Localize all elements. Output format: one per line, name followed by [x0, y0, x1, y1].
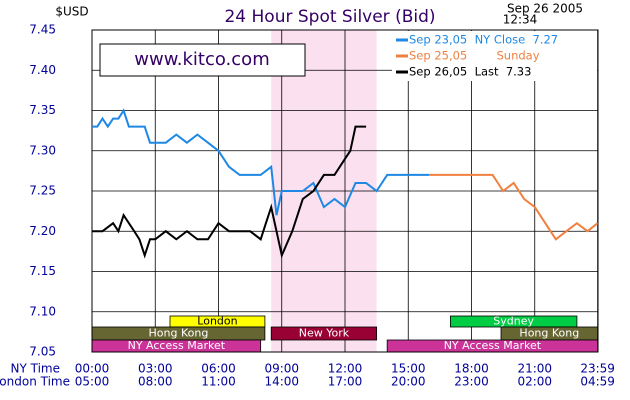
session-label: Hong Kong: [519, 327, 579, 340]
session-label: NY Access Market: [128, 339, 226, 352]
x-tick-label: 06:00: [201, 362, 236, 376]
price-line: [92, 108, 430, 216]
y-tick-label: 7.15: [29, 264, 56, 278]
session-label: Sydney: [493, 315, 534, 328]
x2-tick-label: 17:00: [328, 375, 363, 389]
x2-tick-label: 20:00: [391, 375, 426, 389]
y-tick-label: 7.30: [29, 143, 56, 157]
session-bar: [270, 326, 378, 341]
y-tick-label: 7.05: [29, 345, 56, 359]
x2-tick-label: 02:00: [517, 375, 552, 389]
y-tick-label: 7.40: [29, 63, 56, 77]
watermark-box: [99, 43, 306, 77]
legend-label: Sep 23,05 NY Close 7.27: [409, 33, 558, 47]
y-tick-label: 7.45: [29, 23, 56, 37]
x-tick-label: 23:59: [580, 362, 615, 376]
x-tick-label: 18:00: [454, 362, 489, 376]
chart-title: 24 Hour Spot Silver (Bid): [224, 7, 435, 27]
legend-box: [392, 31, 597, 81]
x-tick-label: 03:00: [138, 362, 173, 376]
x2-tick-label: 14:00: [264, 375, 299, 389]
y-tick-label: 7.10: [29, 304, 56, 318]
session-label: NY Access Market: [444, 339, 542, 352]
date: Sep 26 2005: [507, 2, 583, 16]
y-axis-label: $USD: [55, 5, 88, 19]
x-axis-label: NY Time: [11, 362, 61, 376]
x2-tick-label: 08:00: [138, 375, 173, 389]
session-label: New York: [299, 327, 350, 340]
x-tick-label: 09:00: [264, 362, 299, 376]
price-line: [429, 173, 599, 241]
y-tick-label: 7.25: [29, 184, 56, 198]
x-tick-label: 21:00: [517, 362, 552, 376]
x2-axis-label: London Time: [0, 375, 70, 389]
x2-tick-label: 05:00: [75, 375, 110, 389]
y-tick-label: 7.20: [29, 224, 56, 238]
x-tick-label: 15:00: [391, 362, 426, 376]
x2-tick-label: 04:59: [580, 375, 615, 389]
x2-tick-label: 11:00: [201, 375, 236, 389]
session-label: Hong Kong: [149, 327, 209, 340]
session-label: London: [197, 315, 237, 328]
time: 12:34: [503, 13, 538, 27]
x-tick-label: 12:00: [328, 362, 363, 376]
x-tick-label: 00:00: [75, 362, 110, 376]
price-line: [92, 125, 367, 259]
legend-label: Sep 26,05 Last 7.33: [409, 65, 531, 79]
plot-border: [91, 29, 599, 353]
x2-tick-label: 23:00: [454, 375, 489, 389]
y-tick-label: 7.35: [29, 103, 56, 117]
watermark: www.kitco.com: [134, 49, 269, 70]
legend-label: Sep 25,05 Sunday: [409, 49, 540, 63]
